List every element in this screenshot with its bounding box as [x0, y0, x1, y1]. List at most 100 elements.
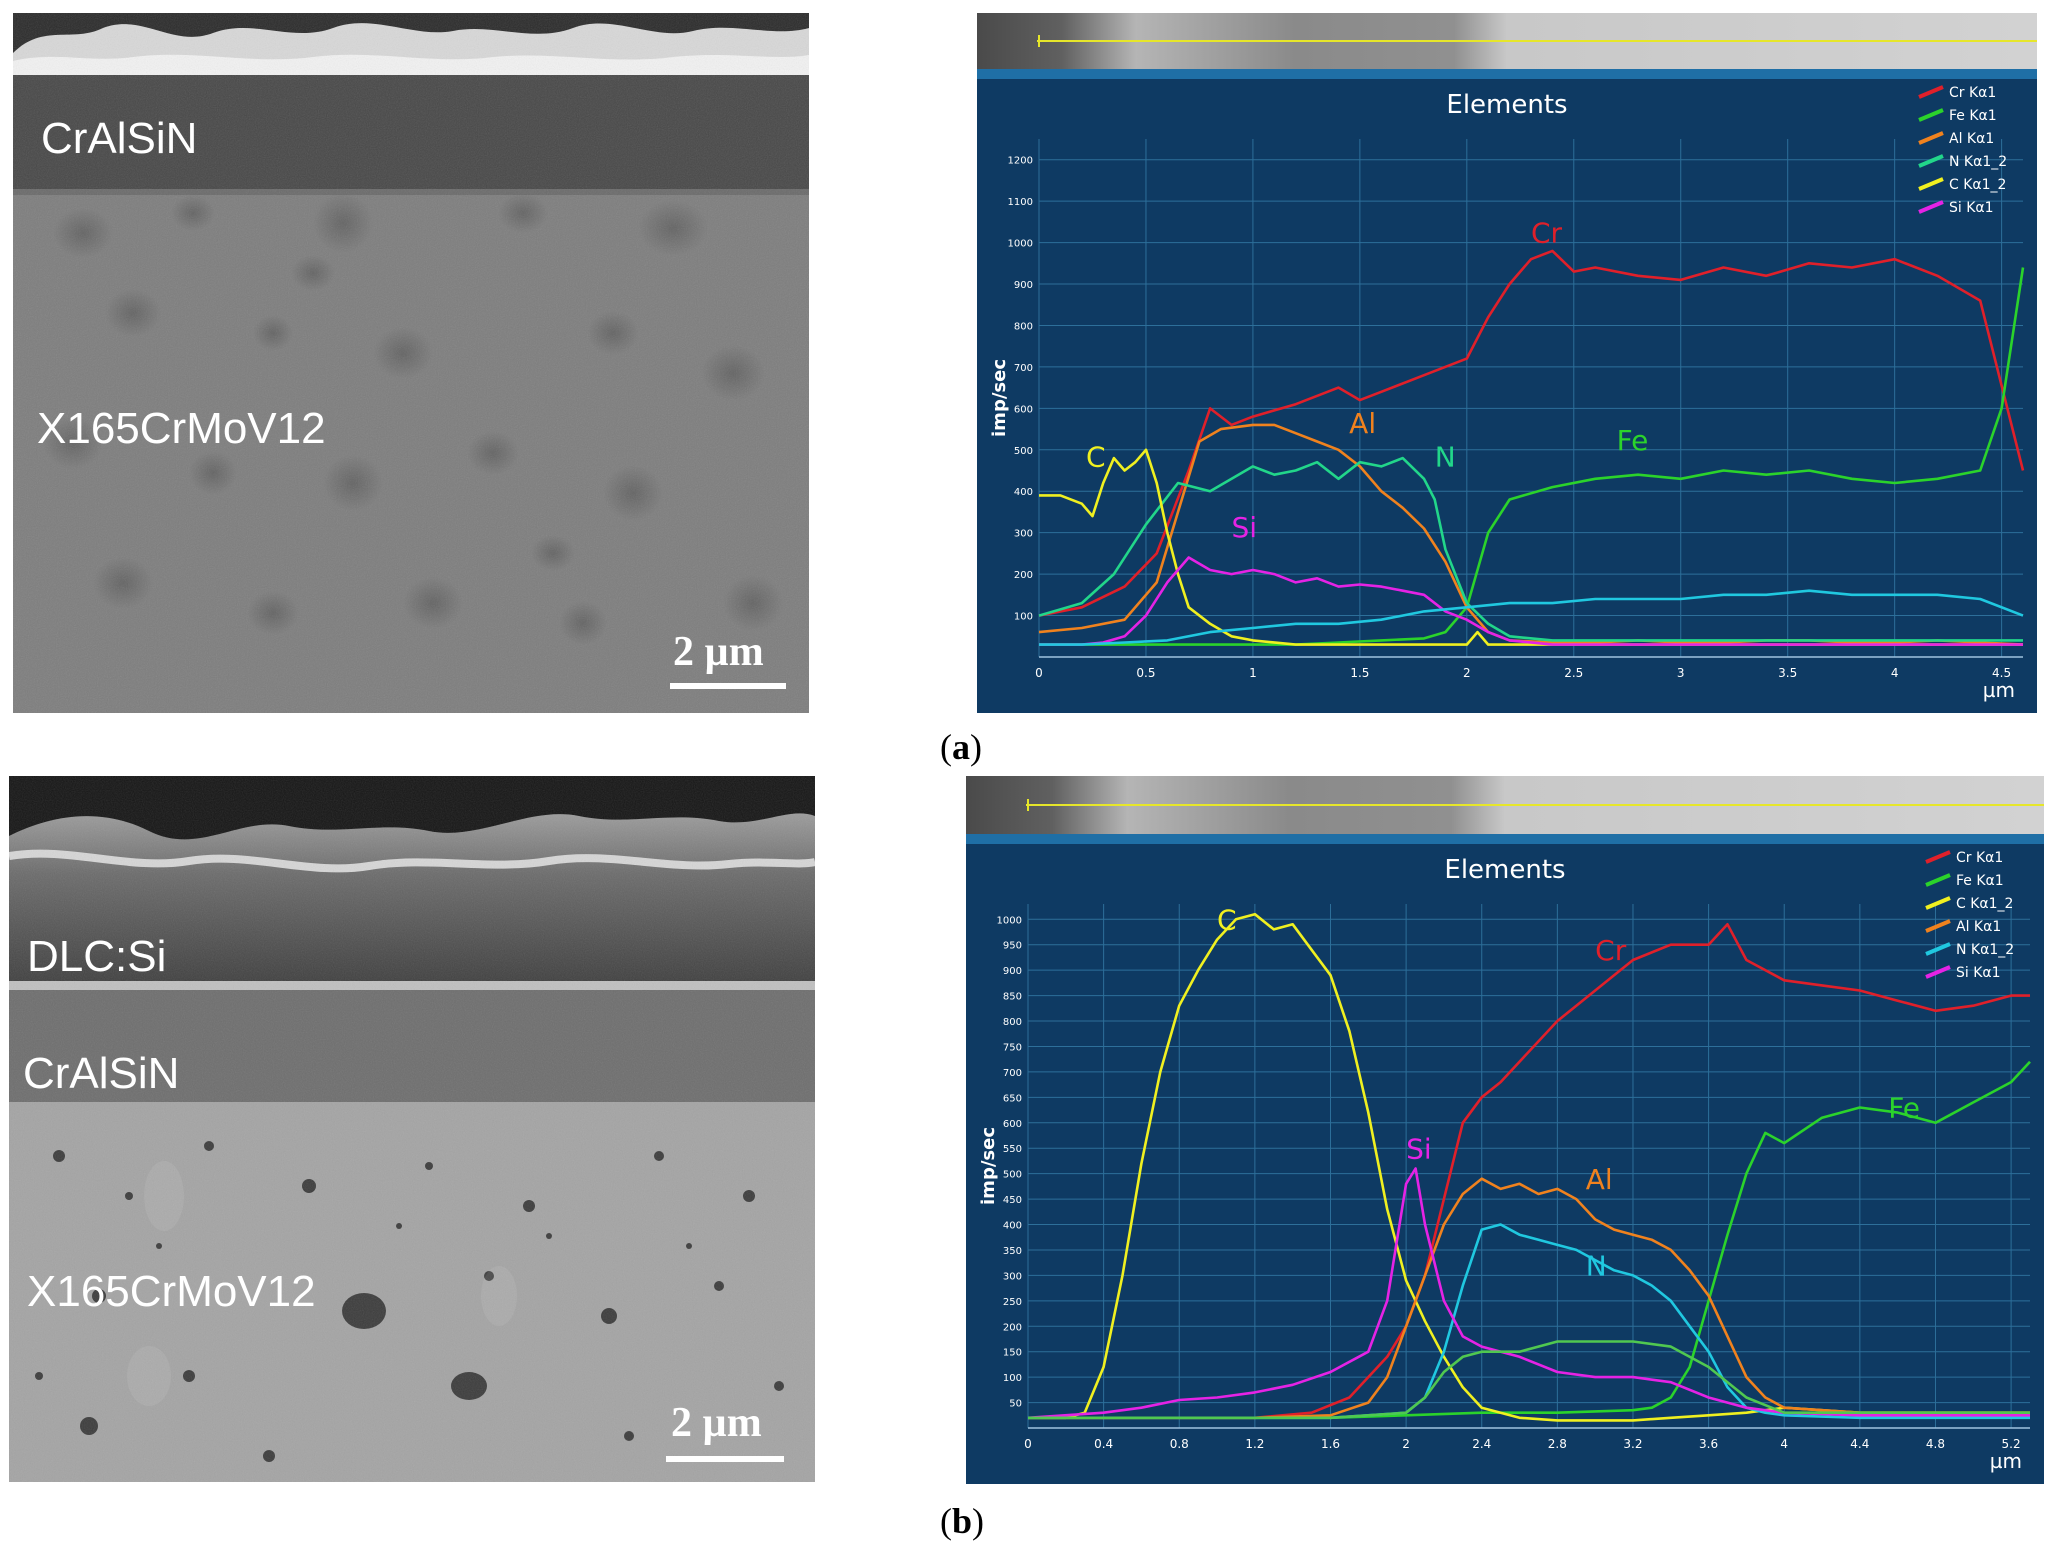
x-tick-label: 3.5	[1778, 666, 1797, 680]
x-tick-label: 2	[1463, 666, 1471, 680]
y-tick-label: 900	[1003, 966, 1022, 977]
scale-bar-label: 2 µm	[673, 629, 764, 675]
sem-layer-label: CrAlSiN	[41, 114, 197, 163]
series-line	[1028, 1340, 2030, 1420]
chart-title: Elements	[1444, 855, 1565, 885]
eds-line-scan-a: Elements 0 0.5 1 1.5 2 2.5 3 3.5 4 4.5 100 200 300 400…	[977, 13, 2037, 713]
chart-header-band	[977, 69, 2037, 79]
y-tick-label: 150	[1003, 1348, 1022, 1359]
series-label: Cr	[1531, 217, 1563, 250]
legend-entry: Cr Kα1	[1949, 85, 1996, 101]
chart-background	[966, 834, 2044, 1484]
y-tick-label: 300	[1014, 529, 1033, 540]
legend-swatch	[1918, 108, 1944, 122]
series-line	[1028, 1177, 2030, 1420]
x-tick-label: 3.6	[1699, 1437, 1718, 1451]
series-label: Fe	[1888, 1092, 1920, 1125]
sem-image-b: DLC:Si CrAlSiN X165CrMoV12 2 µm	[9, 776, 815, 1482]
x-tick-label: 0	[1024, 1437, 1032, 1451]
sem-layer-label: X165CrMoV12	[37, 404, 326, 453]
x-tick-label: 0.5	[1136, 666, 1155, 680]
series-line	[1038, 249, 2025, 617]
sem-layer-label: CrAlSiN	[23, 1049, 179, 1098]
x-tick-label: 5.2	[2002, 1437, 2021, 1451]
x-tick-label: 0	[1035, 666, 1043, 680]
series-label: Fe	[1617, 424, 1649, 457]
x-tick-label: 1.2	[1245, 1437, 1264, 1451]
legend-swatch	[1925, 873, 1951, 887]
y-tick-label: 1000	[997, 915, 1022, 926]
panel-label-b: (b)	[940, 1501, 985, 1541]
x-tick-label: 1.5	[1350, 666, 1369, 680]
legend-swatch	[1918, 85, 1944, 99]
y-tick-label: 200	[1003, 1322, 1022, 1333]
series-line	[1028, 912, 2030, 1422]
y-tick-label: 1000	[1008, 239, 1033, 250]
eds-line-scan-b: Elements 0 0.4 0.8 1.2 1.6 2 2.4 2.8 3.2 3.6 4 4.4 4.…	[966, 776, 2044, 1484]
y-axis-label: imp/sec	[978, 1127, 999, 1205]
legend-swatch	[1925, 942, 1951, 956]
y-tick-label: 800	[1014, 321, 1033, 332]
y-tick-label: 300	[1003, 1271, 1022, 1282]
series-label: N	[1586, 1249, 1607, 1282]
series-label: Si	[1232, 511, 1258, 544]
scale-bar	[670, 683, 786, 689]
y-tick-label: 1100	[1008, 197, 1033, 208]
y-tick-label: 700	[1003, 1068, 1022, 1079]
series-label: C	[1086, 440, 1106, 473]
x-tick-label: 3.2	[1623, 1437, 1642, 1451]
series-label: Al	[1586, 1163, 1613, 1196]
y-tick-label: 850	[1003, 992, 1022, 1003]
scale-bar	[666, 1456, 784, 1462]
legend-swatch	[1925, 965, 1951, 979]
x-tick-label: 2.8	[1548, 1437, 1567, 1451]
legend-entry: N Kα1_2	[1956, 942, 2014, 958]
x-tick-label: 4	[1891, 666, 1899, 680]
x-tick-label: 0.4	[1094, 1437, 1113, 1451]
y-tick-label: 400	[1003, 1221, 1022, 1232]
series-label: Si	[1406, 1132, 1432, 1165]
sem-layer-label: X165CrMoV12	[27, 1267, 316, 1316]
chart-title: Elements	[1446, 90, 1567, 120]
y-tick-label: 1200	[1008, 156, 1033, 167]
y-tick-label: 250	[1003, 1297, 1022, 1308]
x-tick-label: 2	[1402, 1437, 1410, 1451]
x-unit-label: µm	[1983, 678, 2015, 702]
x-tick-label: 4	[1780, 1437, 1788, 1451]
series-line	[1039, 556, 2023, 646]
y-tick-label: 450	[1003, 1195, 1022, 1206]
y-axis-label: imp/sec	[989, 359, 1010, 437]
legend-entry: Al Kα1	[1956, 919, 2001, 935]
series-label: N	[1435, 440, 1456, 473]
y-tick-label: 600	[1003, 1119, 1022, 1130]
x-tick-label: 0.8	[1170, 1437, 1189, 1451]
legend-entry: Fe Kα1	[1956, 873, 2004, 889]
legend-entry: Al Kα1	[1949, 131, 1994, 147]
legend-entry: Cr Kα1	[1956, 850, 2003, 866]
series-line	[1027, 1167, 2030, 1420]
legend-swatch	[1918, 131, 1944, 145]
y-tick-label: 100	[1003, 1373, 1022, 1384]
series-line	[1028, 923, 2030, 1420]
series-label: Cr	[1595, 934, 1627, 967]
scale-bar-label: 2 µm	[671, 1400, 762, 1446]
legend-swatch	[1925, 919, 1951, 933]
series-label: C	[1217, 903, 1237, 936]
x-tick-label: 1.6	[1321, 1437, 1340, 1451]
y-tick-label: 750	[1003, 1042, 1022, 1053]
y-tick-label: 350	[1003, 1246, 1022, 1257]
legend-entry: C Kα1_2	[1956, 896, 2013, 912]
legend-swatch	[1925, 850, 1951, 864]
legend-swatch	[1918, 154, 1944, 168]
sem-image-a: CrAlSiN X165CrMoV12 2 µm	[13, 13, 809, 713]
y-tick-label: 950	[1003, 941, 1022, 952]
x-tick-label: 3	[1677, 666, 1685, 680]
panel-label-a: (a)	[940, 727, 982, 767]
y-tick-label: 900	[1014, 280, 1033, 291]
legend-entry: Si Kα1	[1956, 965, 2001, 981]
legend-entry: Si Kα1	[1949, 200, 1994, 216]
y-tick-label: 100	[1014, 612, 1033, 623]
y-tick-label: 800	[1003, 1017, 1022, 1028]
x-tick-label: 4.4	[1850, 1437, 1869, 1451]
x-tick-label: 4.8	[1926, 1437, 1945, 1451]
